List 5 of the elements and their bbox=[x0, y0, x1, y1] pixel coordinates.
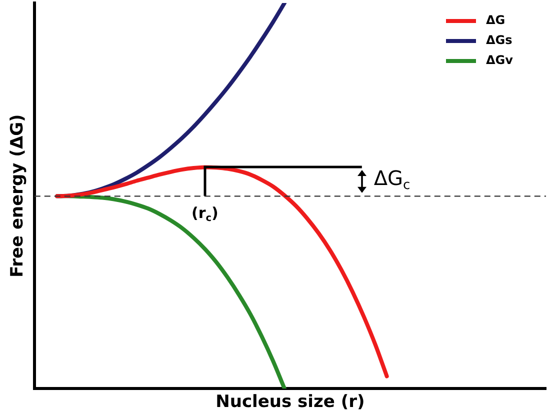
legend-label: ΔGs bbox=[486, 33, 512, 48]
x-axis-title: Nucleus size (r) bbox=[216, 392, 365, 412]
legend-label: ΔGv bbox=[486, 53, 514, 68]
y-axis-title: Free energy (ΔG) bbox=[8, 114, 28, 278]
legend-label: ΔG bbox=[486, 13, 506, 28]
